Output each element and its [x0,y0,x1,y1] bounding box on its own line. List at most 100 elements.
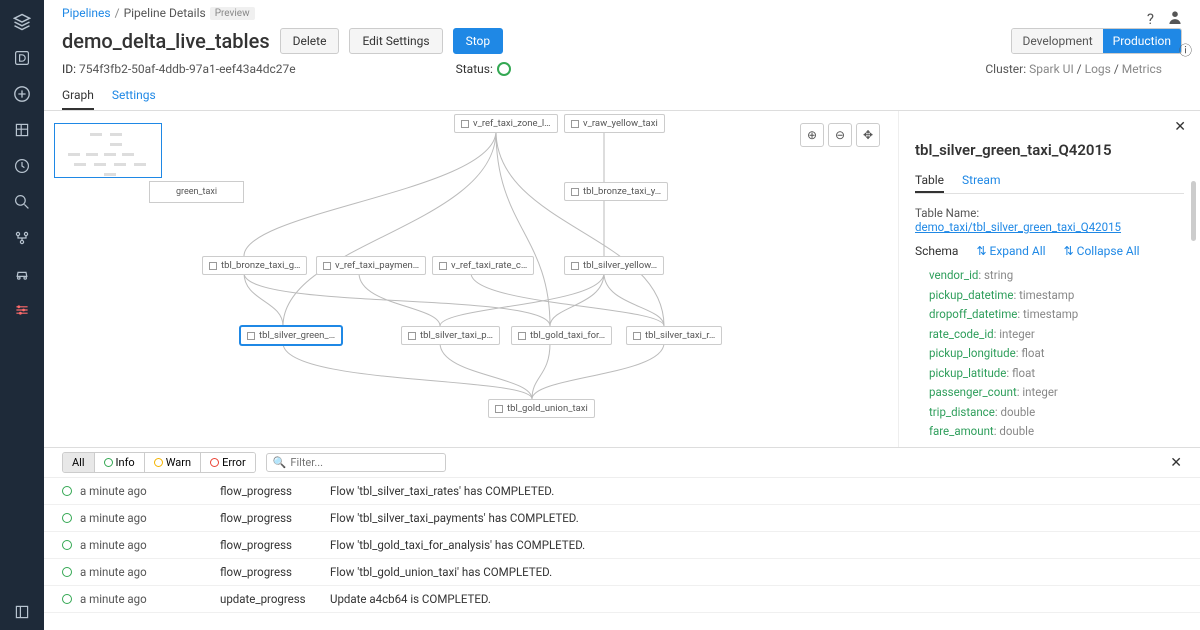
breadcrumb-current: Pipeline Details [124,6,206,20]
main-content: ? ⓘ Pipelines / Pipeline Details Preview… [44,0,1200,630]
panel-tab-stream[interactable]: Stream [962,169,1000,193]
table-icon [408,332,416,340]
log-filter-input[interactable] [290,456,438,469]
table-icon [571,188,579,196]
log-close-icon[interactable]: ✕ [1170,455,1182,471]
graph-node[interactable]: tbl_silver_yellow… [564,256,664,275]
graph-node[interactable]: tbl_gold_taxi_for… [511,326,612,345]
log-row[interactable]: a minute agoflow_progressFlow 'tbl_silve… [44,478,1200,505]
schema-field: rate_code_id: integer [929,325,1184,345]
filter-warn[interactable]: Warn [145,453,201,472]
table-icon [633,332,641,340]
table-icon [323,262,331,270]
graph-area[interactable]: green_taxi ⊕ ⊖ ✥ v_ref_taxi_zone_l… [44,111,1200,447]
table-icon [571,120,579,128]
status-label: Status: [456,62,493,76]
graph-node[interactable]: v_raw_yellow_taxi [564,114,665,133]
status-dot-icon [62,540,72,550]
info-badge-icon[interactable]: ⓘ [1179,40,1192,59]
status-dot-icon [62,594,72,604]
panel-tabs: Table Stream [915,169,1184,194]
log-row[interactable]: a minute agoflow_progressFlow 'tbl_gold_… [44,532,1200,559]
nav-data-icon[interactable] [0,112,44,148]
graph-node[interactable]: v_ref_taxi_paymen… [316,256,426,275]
filter-error[interactable]: Error [201,453,255,472]
close-icon[interactable]: ✕ [1174,119,1186,135]
nav-workflow-icon[interactable] [0,220,44,256]
error-dot-icon [210,458,219,467]
floating-node[interactable]: green_taxi [149,181,244,203]
spark-ui-link[interactable]: Spark UI [1029,62,1074,76]
table-icon [571,262,579,270]
search-icon: 🔍 [273,456,287,469]
status-indicator [497,62,511,76]
log-search[interactable]: 🔍 [266,453,446,472]
schema-field: passenger_count: integer [929,383,1184,403]
filter-info[interactable]: Info [95,453,145,472]
log-panel: All Info Warn Error 🔍 ✕ a minute agoflow… [44,447,1200,630]
graph-node[interactable]: tbl_gold_union_taxi [488,399,595,418]
zoom-in-icon[interactable]: ⊕ [800,123,824,147]
graph-node[interactable]: v_ref_taxi_zone_l… [454,114,558,133]
edit-settings-button[interactable]: Edit Settings [349,28,442,54]
delete-button[interactable]: Delete [280,28,340,54]
top-icons: ? [1147,10,1182,28]
graph-node[interactable]: tbl_bronze_taxi_y… [564,182,668,201]
graph-node[interactable]: tbl_silver_taxi_p… [401,326,500,345]
scrollbar[interactable] [1191,181,1196,241]
graph-node[interactable]: tbl_bronze_taxi_g… [202,256,307,275]
filter-all[interactable]: All [63,453,95,472]
table-icon [518,332,526,340]
log-row[interactable]: a minute agoflow_progressFlow 'tbl_gold_… [44,559,1200,586]
details-title: tbl_silver_green_taxi_Q42015 [915,141,1184,159]
nav-collapse-icon[interactable] [0,594,44,630]
logo-icon[interactable] [0,4,44,40]
status-dot-icon [62,567,72,577]
schema-field: vendor_id: string [929,266,1184,286]
user-icon[interactable] [1168,10,1182,28]
nav-history-icon[interactable] [0,148,44,184]
nav-add-icon[interactable] [0,76,44,112]
info-dot-icon [104,458,113,467]
schema-list: vendor_id: stringpickup_datetime: timest… [915,266,1184,446]
schema-field: pickup_longitude: float [929,344,1184,364]
nav-car-icon[interactable] [0,256,44,292]
graph-node-selected[interactable]: tbl_silver_green_… [240,326,342,345]
log-rows: a minute agoflow_progressFlow 'tbl_silve… [44,478,1200,630]
log-row[interactable]: a minute agoupdate_progressUpdate a4cb64… [44,586,1200,613]
production-button[interactable]: Production [1103,29,1181,53]
collapse-all-link[interactable]: ⇅Collapse All [1064,244,1140,258]
breadcrumb: Pipelines / Pipeline Details Preview [44,0,1200,26]
tab-graph[interactable]: Graph [62,82,94,110]
panel-tab-table[interactable]: Table [915,169,944,193]
nav-pipelines-icon[interactable] [0,292,44,328]
metrics-link[interactable]: Metrics [1122,62,1162,76]
table-icon [247,332,255,340]
stop-button[interactable]: Stop [453,28,504,54]
table-name-row: Table Name: demo_taxi/tbl_silver_green_t… [915,206,1184,234]
breadcrumb-root[interactable]: Pipelines [62,6,111,20]
table-name-link[interactable]: demo_taxi/tbl_silver_green_taxi_Q42015 [915,220,1121,234]
expand-all-link[interactable]: ⇅Expand All [976,244,1045,258]
id-label: ID: [62,62,76,76]
main-tabs: Graph Settings [44,82,1200,111]
log-row[interactable]: a minute agoflow_progressFlow 'tbl_silve… [44,505,1200,532]
page-title: demo_delta_live_tables [62,29,270,53]
schema-actions: Schema ⇅Expand All ⇅Collapse All [915,244,1184,258]
fullscreen-icon[interactable]: ✥ [856,123,880,147]
graph-node[interactable]: v_ref_taxi_rate_c… [432,256,534,275]
details-panel: ✕ tbl_silver_green_taxi_Q42015 Table Str… [898,111,1200,447]
warn-dot-icon [154,458,163,467]
help-icon[interactable]: ? [1147,10,1154,28]
graph-node[interactable]: tbl_silver_taxi_r… [626,326,722,345]
logs-link[interactable]: Logs [1085,62,1111,76]
nav-d-icon[interactable] [0,40,44,76]
zoom-out-icon[interactable]: ⊖ [828,123,852,147]
schema-field: fare_amount: double [929,422,1184,442]
graph-controls: ⊕ ⊖ ✥ [800,123,880,147]
cluster-label: Cluster: [985,62,1026,76]
minimap[interactable] [54,123,162,178]
nav-search-icon[interactable] [0,184,44,220]
tab-settings[interactable]: Settings [112,82,156,110]
development-button[interactable]: Development [1012,29,1102,53]
